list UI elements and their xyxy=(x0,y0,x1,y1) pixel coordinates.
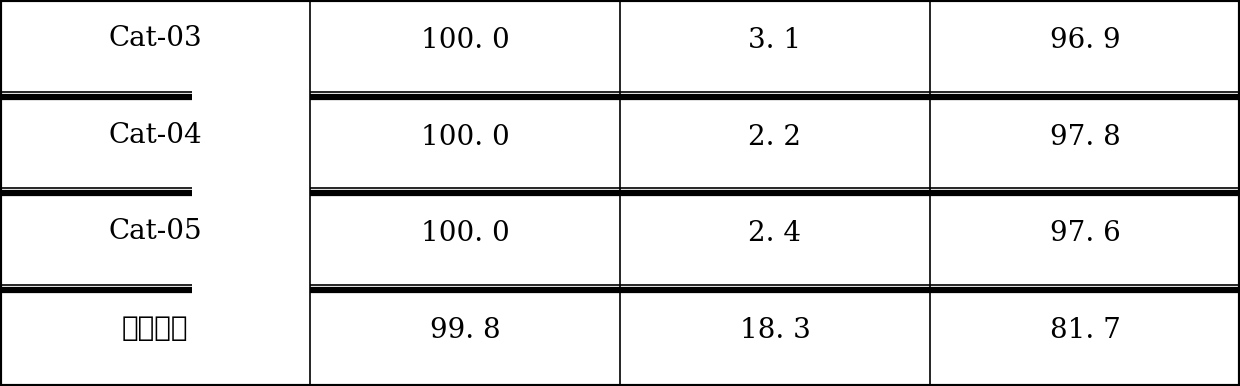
Text: 81. 7: 81. 7 xyxy=(1049,317,1121,344)
Text: 工业样品: 工业样品 xyxy=(122,314,188,342)
Text: 100. 0: 100. 0 xyxy=(420,124,510,151)
Text: 99. 8: 99. 8 xyxy=(430,317,500,344)
Text: 97. 6: 97. 6 xyxy=(1049,220,1121,247)
Text: Cat-04: Cat-04 xyxy=(108,122,202,149)
Text: 96. 9: 96. 9 xyxy=(1050,27,1120,54)
Text: 2. 4: 2. 4 xyxy=(749,220,801,247)
Text: Cat-03: Cat-03 xyxy=(108,25,202,52)
Text: 100. 0: 100. 0 xyxy=(420,27,510,54)
Text: Cat-05: Cat-05 xyxy=(108,218,202,245)
Text: 97. 8: 97. 8 xyxy=(1049,124,1121,151)
Text: 100. 0: 100. 0 xyxy=(420,220,510,247)
Text: 3. 1: 3. 1 xyxy=(749,27,801,54)
Text: 18. 3: 18. 3 xyxy=(739,317,811,344)
Text: 2. 2: 2. 2 xyxy=(749,124,801,151)
